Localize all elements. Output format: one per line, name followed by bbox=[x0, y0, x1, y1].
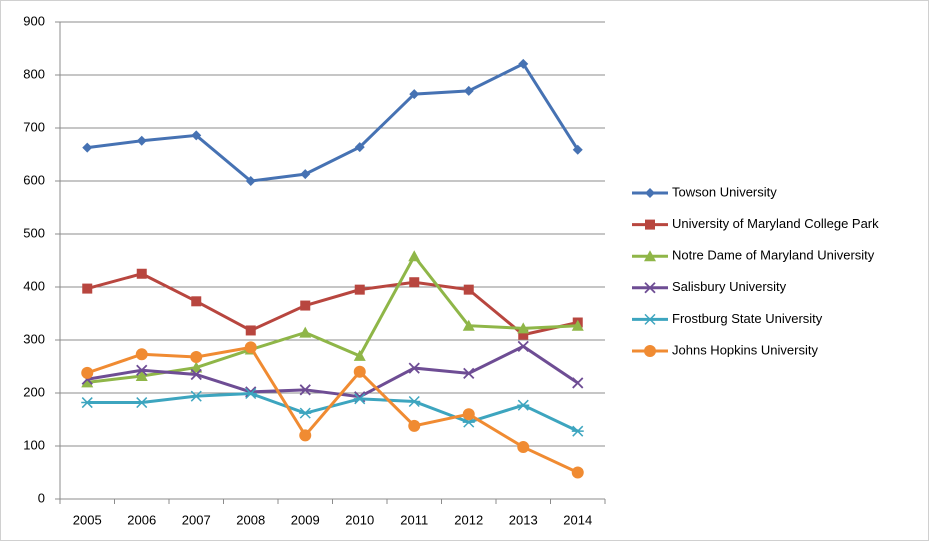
marker bbox=[136, 364, 148, 376]
marker bbox=[463, 284, 474, 295]
marker bbox=[463, 367, 475, 380]
y-tick-label: 200 bbox=[23, 384, 45, 399]
marker bbox=[572, 377, 584, 389]
marker bbox=[82, 283, 93, 294]
marker bbox=[81, 376, 94, 388]
series-line bbox=[87, 392, 579, 433]
marker bbox=[244, 387, 257, 400]
marker bbox=[463, 85, 474, 96]
marker bbox=[299, 429, 312, 442]
series-line bbox=[87, 344, 579, 399]
legend-label: Salisbury University bbox=[672, 279, 787, 294]
marker bbox=[245, 176, 256, 186]
marker bbox=[300, 300, 311, 311]
x-tick-label: 2006 bbox=[127, 512, 156, 527]
marker bbox=[645, 188, 655, 198]
marker bbox=[81, 397, 94, 409]
marker bbox=[190, 350, 203, 363]
x-tick-label: 2009 bbox=[291, 512, 320, 527]
marker bbox=[518, 58, 529, 69]
y-tick-label: 800 bbox=[23, 66, 45, 81]
marker bbox=[245, 325, 256, 336]
series-line bbox=[86, 345, 579, 474]
marker bbox=[299, 384, 311, 396]
x-tick-label: 2008 bbox=[236, 512, 265, 527]
marker bbox=[408, 250, 421, 262]
marker bbox=[135, 348, 148, 361]
y-tick-label: 300 bbox=[23, 331, 45, 346]
y-tick-label: 100 bbox=[23, 437, 45, 452]
marker bbox=[354, 284, 365, 295]
legend-label: Notre Dame of Maryland University bbox=[672, 248, 875, 263]
x-tick-label: 2014 bbox=[563, 512, 592, 527]
marker bbox=[354, 142, 365, 153]
legend-label: Frostburg State University bbox=[672, 311, 823, 326]
marker bbox=[81, 366, 94, 379]
marker bbox=[517, 441, 530, 454]
marker bbox=[353, 365, 366, 378]
y-tick-label: 600 bbox=[23, 172, 45, 187]
y-tick-label: 700 bbox=[23, 119, 45, 134]
marker bbox=[518, 329, 529, 340]
legend-label: Johns Hopkins University bbox=[672, 342, 818, 357]
marker bbox=[135, 370, 148, 382]
marker bbox=[409, 89, 420, 100]
marker bbox=[644, 282, 656, 294]
marker bbox=[409, 277, 420, 288]
marker bbox=[571, 466, 584, 479]
marker bbox=[353, 393, 366, 405]
marker bbox=[136, 268, 147, 279]
y-tick-label: 400 bbox=[23, 278, 45, 293]
marker bbox=[571, 319, 584, 331]
y-tick-label: 0 bbox=[38, 490, 45, 505]
marker bbox=[191, 296, 202, 307]
marker bbox=[135, 397, 148, 409]
x-tick-label: 2013 bbox=[509, 512, 538, 527]
marker bbox=[644, 345, 656, 357]
marker bbox=[408, 395, 421, 408]
marker bbox=[300, 169, 311, 180]
marker bbox=[299, 407, 312, 419]
marker bbox=[462, 319, 475, 331]
series-line bbox=[86, 272, 579, 337]
x-tick-label: 2007 bbox=[182, 512, 211, 527]
x-tick-label: 2012 bbox=[454, 512, 483, 527]
marker bbox=[572, 144, 583, 155]
legend-label: Towson University bbox=[672, 184, 777, 199]
x-tick-label: 2010 bbox=[345, 512, 374, 527]
y-tick-label: 900 bbox=[23, 13, 45, 28]
marker bbox=[644, 313, 656, 325]
marker bbox=[644, 250, 656, 262]
series-line bbox=[87, 61, 580, 183]
marker bbox=[190, 361, 203, 373]
marker bbox=[408, 362, 420, 374]
marker bbox=[645, 219, 655, 230]
marker bbox=[517, 399, 530, 411]
legend-label: University of Maryland College Park bbox=[672, 216, 879, 231]
x-tick-label: 2005 bbox=[73, 512, 102, 527]
marker bbox=[517, 340, 529, 352]
marker bbox=[191, 130, 202, 141]
marker bbox=[299, 326, 312, 338]
marker bbox=[353, 349, 366, 361]
marker bbox=[136, 135, 147, 146]
marker bbox=[82, 142, 93, 153]
y-tick-label: 500 bbox=[23, 225, 45, 240]
marker bbox=[408, 419, 421, 432]
x-tick-label: 2011 bbox=[400, 512, 428, 527]
marker bbox=[190, 368, 202, 381]
marker bbox=[571, 425, 584, 437]
marker bbox=[244, 341, 257, 354]
marker bbox=[190, 390, 203, 402]
marker bbox=[517, 322, 530, 334]
marker bbox=[462, 408, 475, 421]
